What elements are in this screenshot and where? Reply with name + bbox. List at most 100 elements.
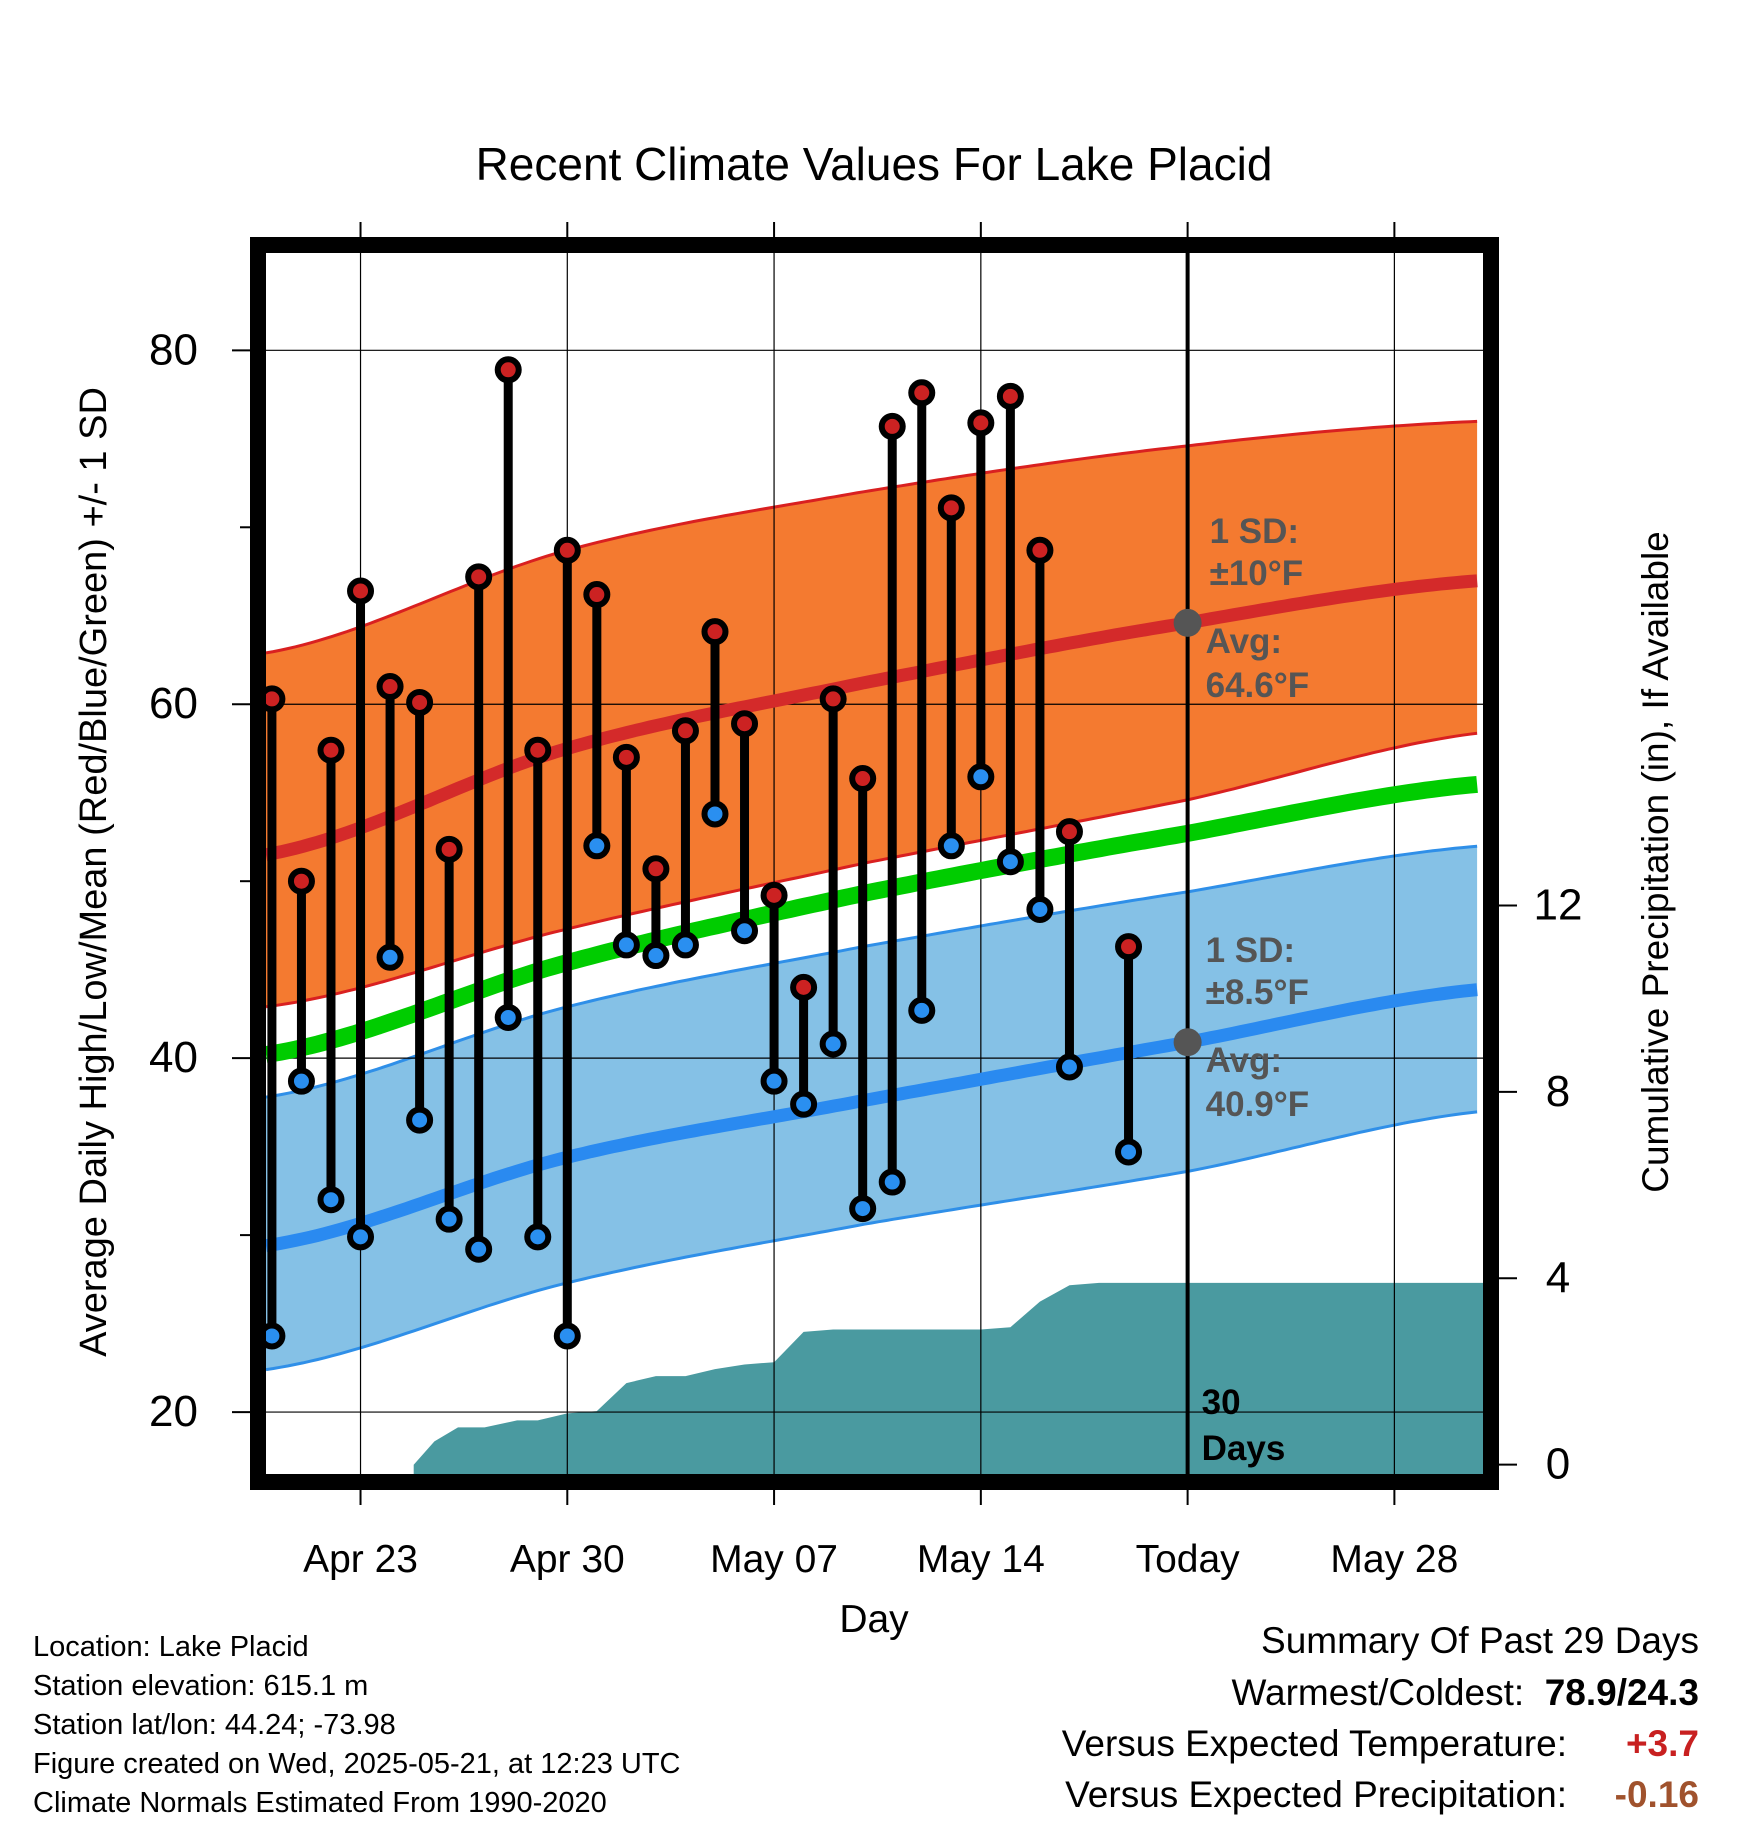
observed-low-point bbox=[642, 942, 670, 970]
latlon-text: Station lat/lon: 44.24; -73.98 bbox=[33, 1709, 396, 1741]
observed-high-point bbox=[266, 685, 286, 713]
observed-high-point bbox=[849, 765, 877, 793]
elevation-text: Station elevation: 615.1 m bbox=[33, 1670, 369, 1702]
observed-high-point bbox=[1026, 536, 1054, 564]
normal-high-line bbox=[266, 574, 1478, 862]
normals-text: Climate Normals Estimated From 1990-2020 bbox=[33, 1787, 607, 1819]
observed-low-point bbox=[908, 996, 936, 1024]
observed-high-point bbox=[671, 717, 699, 745]
warm-cold-value: 78.9/24.3 bbox=[1544, 1672, 1699, 1713]
station-metadata: Location: Lake Placid Station elevation:… bbox=[33, 1628, 681, 1823]
precipitation-area bbox=[413, 1282, 1483, 1474]
y-tick-label: 40 bbox=[149, 1033, 198, 1082]
observed-high-point bbox=[287, 867, 315, 895]
observed-low-point bbox=[465, 1235, 493, 1263]
observed-high-point bbox=[642, 855, 670, 883]
high-band-lower-edge bbox=[266, 731, 1478, 1009]
observed-high-point bbox=[494, 356, 522, 384]
observed-low-point bbox=[760, 1067, 788, 1095]
observed-high-point bbox=[937, 494, 965, 522]
y-tick-label: 80 bbox=[149, 325, 198, 374]
observed-low-point bbox=[347, 1223, 375, 1251]
y-tick-label: 60 bbox=[149, 679, 198, 728]
observed-low-point bbox=[376, 943, 404, 971]
x-tick-label: Apr 30 bbox=[510, 1538, 625, 1581]
observed-high-point bbox=[583, 581, 611, 609]
location-text: Location: Lake Placid bbox=[33, 1631, 309, 1663]
observed-high-point bbox=[376, 673, 404, 701]
observed-low-point bbox=[731, 917, 759, 945]
observed-low-point bbox=[701, 800, 729, 828]
observed-high-point bbox=[908, 379, 936, 407]
axes: Apr 23 Apr 30 May 07 May 14 Today May 2820406… bbox=[149, 222, 1582, 1581]
high-avg-value: 64.6°F bbox=[1206, 666, 1310, 705]
observed-high-point bbox=[1055, 818, 1083, 846]
normal-low-line bbox=[266, 983, 1478, 1253]
high-avg-marker bbox=[1173, 608, 1202, 637]
x-tick-label: May 14 bbox=[917, 1538, 1045, 1581]
observed-high-point bbox=[819, 685, 847, 713]
summary-temp: Versus Expected Temperature: +3.7 bbox=[1061, 1723, 1699, 1764]
y2-tick-label: 0 bbox=[1546, 1440, 1570, 1489]
observed-high-point bbox=[731, 710, 759, 738]
observed-low-point bbox=[937, 832, 965, 860]
observed-low-point bbox=[435, 1205, 463, 1233]
summary-title: Summary Of Past 29 Days bbox=[1261, 1620, 1699, 1661]
observed-low-point bbox=[967, 763, 995, 791]
observed-high-point bbox=[435, 835, 463, 863]
observed-high-point bbox=[996, 382, 1024, 410]
observed-high-point bbox=[701, 618, 729, 646]
observed-high-point bbox=[347, 577, 375, 605]
low-avg-value: 40.9°F bbox=[1206, 1085, 1310, 1124]
observed-low-point bbox=[553, 1322, 581, 1350]
observed-low-point bbox=[849, 1195, 877, 1223]
observed-low-point bbox=[583, 832, 611, 860]
low-sd-value: ±8.5°F bbox=[1206, 973, 1309, 1012]
observed-high-point bbox=[524, 736, 552, 764]
normal-mean-line bbox=[266, 775, 1478, 1063]
period-label-days: Days bbox=[1202, 1429, 1286, 1468]
observed-high-point bbox=[612, 743, 640, 771]
x-tick-label: May 07 bbox=[710, 1538, 838, 1581]
plot-frame bbox=[250, 237, 1499, 1490]
summary-precip: Versus Expected Precipitation: -0.16 bbox=[1065, 1774, 1699, 1815]
observed-low-point bbox=[1026, 896, 1054, 924]
observed-high-point bbox=[465, 563, 493, 591]
observed-low-point bbox=[1115, 1138, 1143, 1166]
high-sd-label: 1 SD: bbox=[1210, 512, 1299, 551]
low-avg-marker bbox=[1173, 1028, 1202, 1057]
x-tick-label: Apr 23 bbox=[303, 1538, 418, 1581]
y2-axis-label: Cumulative Precipitation (in), If Availa… bbox=[1635, 531, 1676, 1193]
observed-low-point bbox=[819, 1030, 847, 1058]
observed-low-point bbox=[494, 1003, 522, 1031]
observed-low-point bbox=[266, 1322, 286, 1350]
y-axis-label: Average Daily High/Low/Mean (Red/Blue/Gr… bbox=[73, 387, 115, 1357]
low-avg-label: Avg: bbox=[1206, 1041, 1282, 1080]
x-tick-label: May 28 bbox=[1330, 1538, 1458, 1581]
observed-low-point bbox=[996, 848, 1024, 876]
observed-high-point bbox=[553, 536, 581, 564]
high-avg-label: Avg: bbox=[1206, 622, 1282, 661]
observed-low-point bbox=[878, 1168, 906, 1196]
observed-low-point bbox=[1055, 1053, 1083, 1081]
summary-warm-cold: Warmest/Coldest: 78.9/24.3 bbox=[1231, 1672, 1699, 1713]
x-axis-label: Day bbox=[839, 1598, 909, 1641]
y2-tick-label: 8 bbox=[1546, 1067, 1570, 1116]
observed-high-point bbox=[967, 409, 995, 437]
temp-departure-value: +3.7 bbox=[1625, 1723, 1699, 1764]
created-text: Figure created on Wed, 2025-05-21, at 12… bbox=[33, 1748, 681, 1780]
precip-departure-value: -0.16 bbox=[1614, 1774, 1699, 1815]
observed-high-point bbox=[790, 973, 818, 1001]
y-tick-label: 20 bbox=[149, 1387, 198, 1436]
observed-high-point bbox=[406, 688, 434, 716]
low-band-upper-edge bbox=[266, 844, 1478, 1099]
observed-low-point bbox=[612, 931, 640, 959]
observed-low-point bbox=[524, 1223, 552, 1251]
observed-low-point bbox=[671, 931, 699, 959]
observed-high-point bbox=[760, 881, 788, 909]
observed-low-point bbox=[406, 1106, 434, 1134]
y2-tick-label: 4 bbox=[1546, 1253, 1570, 1302]
